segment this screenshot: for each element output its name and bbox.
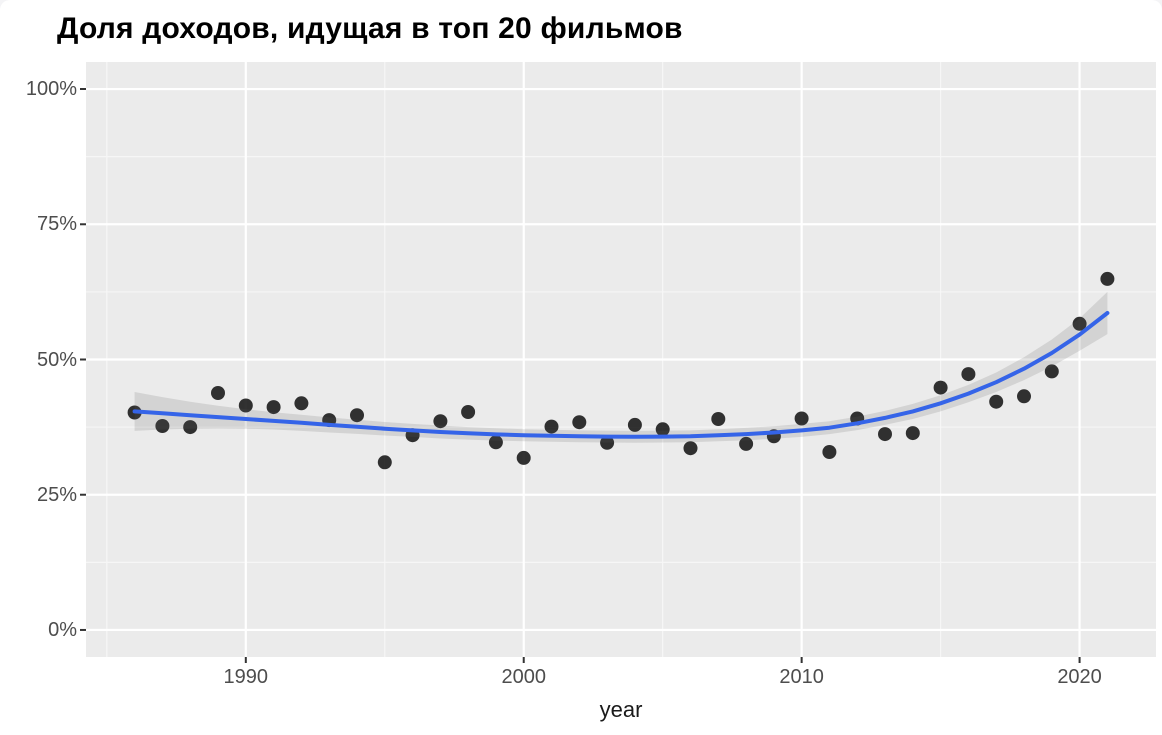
data-point <box>183 420 198 435</box>
data-point <box>600 435 615 450</box>
data-point <box>878 427 892 442</box>
x-tick-label: 2020 <box>1057 666 1102 688</box>
data-point <box>655 422 670 437</box>
x-tick-label: 2000 <box>501 666 546 688</box>
data-point <box>211 386 225 400</box>
data-point <box>711 412 726 426</box>
data-point <box>294 396 309 411</box>
data-point <box>516 450 531 465</box>
data-point <box>683 441 698 456</box>
data-point <box>461 405 476 419</box>
data-point <box>350 408 364 423</box>
axis-tick-marks <box>80 88 1081 663</box>
data-point <box>572 415 587 430</box>
trend-line <box>132 311 1110 439</box>
data-point <box>1100 271 1115 286</box>
data-point <box>544 419 559 434</box>
y-tick-label: 50% <box>36 348 77 371</box>
data-point <box>377 455 392 470</box>
data-point <box>266 400 281 415</box>
x-tick-label: 2010 <box>779 666 824 688</box>
gridlines-major <box>86 62 1156 657</box>
chart-title: Доля доходов, идущая в топ 20 фильмов <box>57 12 683 45</box>
data-point <box>433 414 448 429</box>
data-point <box>238 398 253 413</box>
y-tick-label: 0% <box>48 618 77 641</box>
data-point <box>1044 364 1059 379</box>
data-point <box>627 417 642 432</box>
x-axis-title: year <box>599 697 643 722</box>
y-tick-label: 100% <box>25 78 77 101</box>
data-point <box>488 435 503 450</box>
gridlines-minor <box>86 62 1156 657</box>
data-point <box>822 445 837 459</box>
x-tick-label: 1990 <box>223 666 269 688</box>
data-point <box>1017 389 1031 404</box>
data-point <box>1072 316 1087 331</box>
data-point <box>933 380 948 395</box>
data-point <box>905 426 920 441</box>
y-tick-label: 75% <box>36 213 77 236</box>
data-point <box>155 419 170 433</box>
data-point <box>739 436 754 451</box>
data-point <box>794 411 809 426</box>
data-point <box>989 394 1004 409</box>
data-point <box>961 367 976 382</box>
y-tick-label: 25% <box>36 483 77 506</box>
confidence-band <box>134 291 1108 443</box>
